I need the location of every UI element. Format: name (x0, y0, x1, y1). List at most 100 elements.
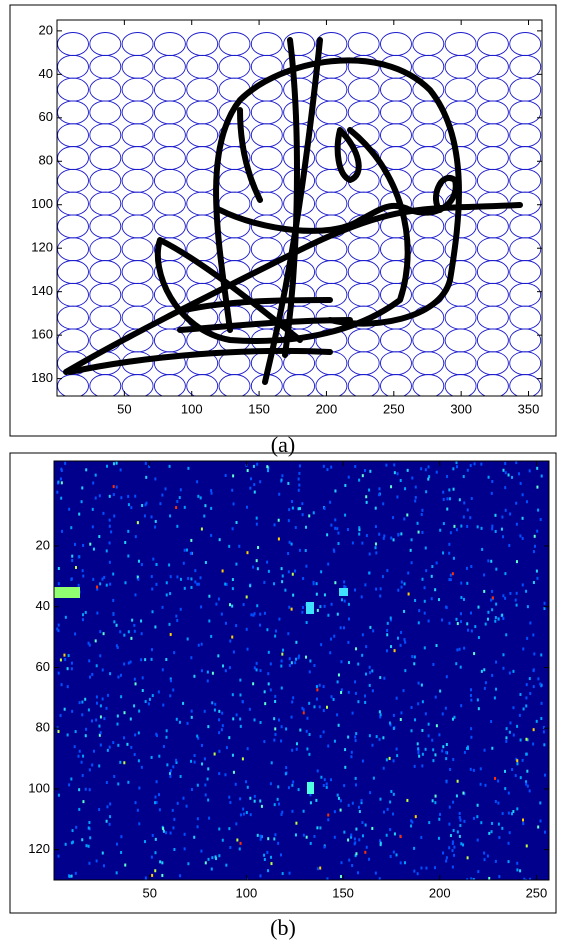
cell (459, 823, 462, 827)
cell (187, 466, 190, 470)
cell (115, 871, 118, 875)
cell (85, 468, 88, 472)
cell (435, 724, 438, 728)
cell (388, 756, 391, 760)
cell (246, 551, 249, 555)
cell (490, 598, 493, 602)
cell (476, 815, 479, 819)
cell (196, 825, 199, 829)
cell (60, 683, 63, 687)
cell (515, 560, 518, 564)
cell (434, 695, 437, 699)
cell (336, 527, 339, 531)
cell (374, 542, 377, 546)
cell (411, 655, 414, 659)
cell (185, 548, 188, 552)
cell (298, 548, 301, 552)
cell (196, 817, 199, 821)
cell (495, 687, 498, 691)
cell (470, 497, 473, 501)
cell (453, 524, 456, 528)
cell (290, 661, 293, 665)
cell (77, 583, 80, 587)
cell (98, 535, 101, 539)
x-tick-label: 250 (383, 401, 405, 416)
cell (108, 524, 111, 528)
cell (155, 733, 158, 737)
cell (87, 708, 90, 712)
cell (92, 749, 95, 753)
cell (158, 808, 161, 812)
cell (411, 820, 414, 824)
cell (56, 490, 59, 494)
cell (504, 508, 507, 512)
cell (96, 585, 99, 589)
cell (270, 761, 273, 765)
cell (168, 622, 171, 626)
cell (452, 556, 455, 560)
cell (231, 488, 234, 492)
cell (109, 802, 112, 806)
cell (473, 652, 476, 656)
cell (393, 463, 396, 467)
cell (462, 843, 465, 847)
cell (351, 864, 354, 868)
cell (400, 711, 403, 715)
cell (519, 534, 522, 538)
cell (277, 718, 280, 722)
cell (379, 841, 382, 845)
cell (540, 653, 543, 657)
circle (347, 374, 380, 396)
cell (245, 811, 248, 815)
cell (368, 488, 371, 492)
cell (123, 736, 126, 740)
cell (229, 603, 232, 607)
cell (228, 666, 231, 670)
cell (539, 801, 542, 805)
cell (159, 502, 162, 506)
cell (442, 522, 445, 526)
cell (420, 467, 423, 471)
cell (497, 779, 500, 783)
cell (137, 577, 140, 581)
cell (536, 529, 539, 533)
cell (137, 759, 140, 763)
cell (424, 468, 427, 472)
cell (249, 796, 252, 800)
cell (186, 637, 189, 641)
cell (491, 479, 494, 483)
cell (431, 799, 434, 803)
cell (278, 802, 281, 806)
cell (532, 669, 535, 673)
cell (176, 801, 179, 805)
cell (82, 613, 85, 617)
cell (542, 730, 545, 734)
cell (519, 481, 522, 485)
cell (516, 868, 519, 872)
cell (452, 800, 455, 804)
cell (242, 603, 245, 607)
cell (458, 498, 461, 502)
cell (110, 530, 113, 534)
cell (487, 559, 490, 563)
cell (158, 754, 161, 758)
cell (392, 713, 395, 717)
cell (305, 621, 308, 625)
cell (178, 496, 181, 500)
cell (364, 850, 367, 854)
cell (525, 500, 528, 504)
cell (413, 764, 416, 768)
cell (176, 499, 179, 503)
cell (490, 559, 493, 563)
cell (326, 533, 329, 537)
cell (162, 744, 165, 748)
cell (351, 541, 354, 545)
cell (95, 859, 98, 863)
cell (108, 541, 111, 545)
cell (70, 661, 73, 665)
cell (455, 617, 458, 621)
cell (508, 544, 511, 548)
cell (144, 876, 147, 880)
cell (481, 547, 484, 551)
cell (337, 531, 340, 535)
